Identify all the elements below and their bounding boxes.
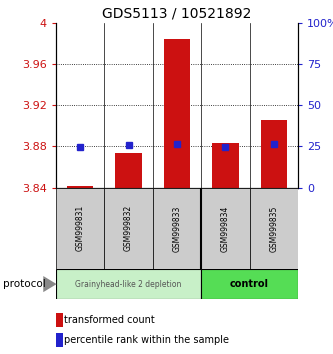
Bar <box>212 143 239 188</box>
Polygon shape <box>43 276 57 292</box>
Bar <box>201 188 250 269</box>
Text: control: control <box>230 279 269 289</box>
Text: GSM999834: GSM999834 <box>221 205 230 252</box>
Bar <box>201 269 298 299</box>
Text: Grainyhead-like 2 depletion: Grainyhead-like 2 depletion <box>75 280 182 289</box>
Bar <box>250 188 298 269</box>
Bar <box>56 188 104 269</box>
Text: percentile rank within the sample: percentile rank within the sample <box>64 335 229 345</box>
Text: transformed count: transformed count <box>64 315 155 325</box>
Text: GSM999832: GSM999832 <box>124 205 133 251</box>
Text: GSM999833: GSM999833 <box>172 205 181 252</box>
Text: GSM999835: GSM999835 <box>269 205 278 252</box>
Title: GDS5113 / 10521892: GDS5113 / 10521892 <box>102 6 252 21</box>
Text: protocol: protocol <box>3 279 46 289</box>
Bar <box>104 188 153 269</box>
Bar <box>260 120 287 188</box>
Bar <box>115 153 142 188</box>
Bar <box>67 186 94 188</box>
Text: GSM999831: GSM999831 <box>76 205 85 251</box>
Bar <box>164 39 190 188</box>
Bar <box>153 188 201 269</box>
Bar <box>56 269 201 299</box>
